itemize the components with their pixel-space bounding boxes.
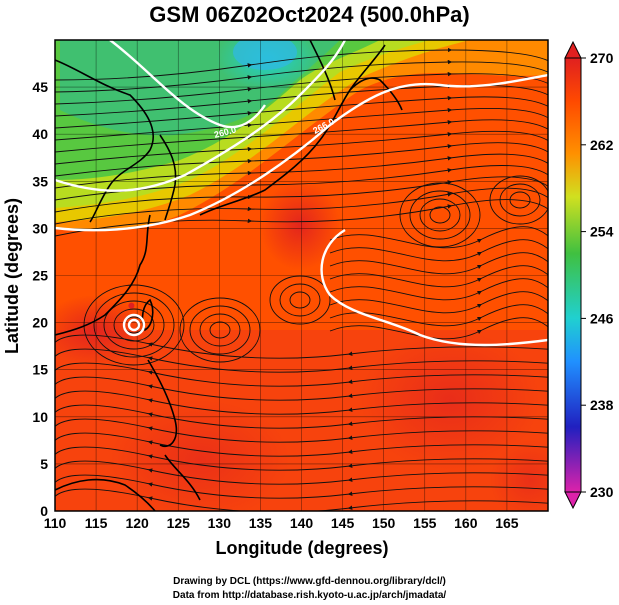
coastline-japan: [199, 44, 386, 216]
coastline-borneo: [55, 478, 156, 511]
colorbar-tick-label: 270: [590, 50, 614, 66]
vortex-streamline: [269, 275, 331, 325]
vortex-streamline: [279, 283, 321, 317]
vortex-streamline: [93, 292, 175, 358]
colorbar-tick-label: 238: [590, 397, 614, 413]
streamline: [329, 252, 548, 275]
x-tick-label: 135: [249, 515, 273, 531]
y-axis-ticks: 0 5 10 15 20 25 30 35 40 45: [32, 79, 48, 519]
streamline: [55, 47, 548, 81]
y-tick-label: 15: [32, 362, 48, 378]
wind-streamlines: [55, 47, 548, 511]
streamline: [55, 488, 548, 511]
y-tick-label: 30: [32, 220, 48, 236]
streamline: [55, 130, 548, 165]
vortex-streamline: [509, 191, 531, 209]
contour-266: [55, 73, 548, 232]
x-tick-label: 160: [454, 515, 478, 531]
coastline-hokkaido: [349, 77, 403, 111]
colorbar-top-arrow: [564, 40, 582, 59]
x-tick-label: 120: [125, 515, 149, 531]
temperature-field: [55, 40, 548, 511]
y-tick-label: 10: [32, 409, 48, 425]
colorbar-tick-label: 230: [590, 484, 614, 500]
streamline: [55, 199, 548, 237]
vortex-streamline: [499, 183, 541, 217]
coastline-korea: [159, 134, 177, 221]
colorbar-tick-label: 262: [590, 137, 614, 153]
streamline: [329, 304, 548, 327]
vortex-streamline: [189, 305, 251, 355]
x-tick-label: 125: [167, 515, 191, 531]
colorbar-ramp: [564, 57, 582, 493]
y-tick-label: 20: [32, 315, 48, 331]
vortex-streamline: [429, 206, 451, 224]
streamline: [55, 71, 548, 105]
temperature-contours: [55, 40, 548, 347]
colorbar-bottom-arrow: [564, 491, 582, 510]
vortex-streamline: [419, 198, 461, 232]
y-tick-label: 0: [40, 503, 48, 519]
y-tick-label: 35: [32, 173, 48, 189]
vortex-streamline: [399, 182, 481, 248]
streamline: [329, 317, 548, 340]
contour-266-south: [320, 228, 548, 347]
x-tick-label: 115: [85, 515, 108, 531]
colorbar: 270 262 254 246 238 230: [564, 40, 614, 510]
streamline: [329, 278, 548, 301]
streamline: [329, 291, 548, 314]
contour-260-north: [109, 40, 266, 129]
x-tick-label: 110: [44, 515, 67, 531]
credit-drawing: Drawing by DCL (https://www.gfd-dennou.o…: [173, 576, 446, 587]
x-tick-label: 130: [208, 515, 232, 531]
streamline: [55, 83, 548, 117]
plot-frame: [54, 39, 549, 512]
x-tick-label: 140: [290, 515, 314, 531]
vortex-streamline: [179, 297, 261, 363]
streamline: [55, 59, 548, 93]
streamline: [329, 239, 548, 262]
x-tick-label: 165: [495, 515, 519, 531]
x-axis-ticks: 110 115 120 125 130 135 140 145 150 155 160 165: [44, 515, 519, 531]
credit-data-source: Data from http://database.rish.kyoto-u.a…: [172, 590, 447, 601]
contour-260: [55, 40, 347, 192]
contour-cyclone-inner: [127, 318, 141, 332]
vortex-streamline: [489, 175, 548, 225]
streamline: [329, 226, 548, 249]
x-tick-label: 145: [331, 515, 355, 531]
chart-title: GSM 06Z02Oct2024 (500.0hPa): [149, 2, 470, 27]
y-tick-label: 45: [32, 79, 48, 95]
vortex-streamline: [113, 308, 155, 342]
y-tick-label: 25: [32, 268, 48, 284]
coastline-korea-china: [55, 59, 155, 223]
streamline: [55, 107, 548, 141]
x-axis-label: Longitude (degrees): [215, 538, 388, 558]
coastlines: [55, 40, 403, 511]
y-tick-label: 40: [32, 126, 48, 142]
vortex-streamline: [289, 291, 311, 309]
vortex-streamline: [409, 190, 471, 240]
contour-cyclone: [122, 313, 146, 337]
coastline-china: [55, 214, 151, 336]
x-tick-label: 150: [372, 515, 396, 531]
vortex-streamline: [103, 300, 165, 350]
coastline-philippines: [164, 454, 201, 501]
vortex-streamline: [209, 321, 231, 339]
colorbar-tick-label: 246: [590, 310, 614, 326]
cyclone-center: [128, 302, 135, 309]
y-axis-label: Latitude (degrees): [2, 198, 22, 354]
y-tick-label: 5: [40, 456, 48, 472]
colorbar-tick-label: 254: [590, 224, 614, 240]
coastline-luzon: [147, 359, 178, 447]
x-tick-label: 155: [413, 515, 437, 531]
streamline: [55, 119, 548, 153]
streamline: [329, 265, 548, 288]
coastline-taiwan: [141, 298, 154, 332]
vortex-streamline: [199, 313, 241, 347]
